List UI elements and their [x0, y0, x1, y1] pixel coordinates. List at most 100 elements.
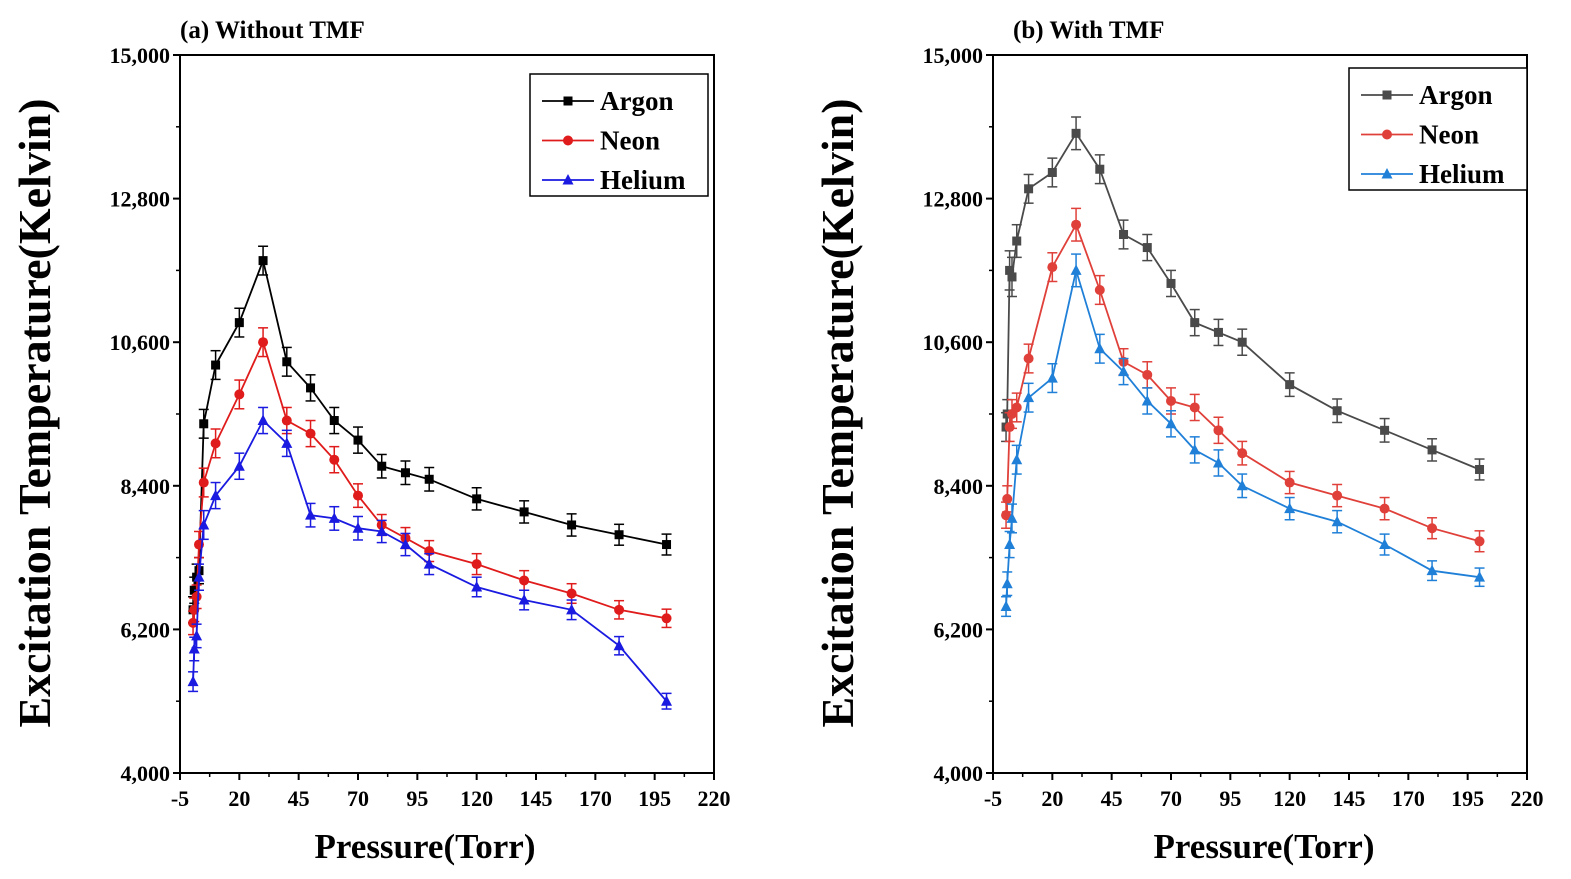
data-point: [193, 571, 205, 582]
data-point: [1011, 453, 1023, 465]
data-point: [1012, 236, 1022, 246]
y-tick-label: 10,600: [923, 330, 984, 355]
data-point: [1212, 456, 1224, 468]
data-point: [519, 575, 530, 586]
data-point: [1475, 464, 1485, 474]
data-point: [1474, 536, 1485, 547]
series-line: [1005, 266, 1480, 607]
data-point: [1094, 284, 1105, 295]
legend-items: Argon Neon Helium: [542, 86, 686, 195]
x-tick-label: 120: [1273, 786, 1306, 811]
data-point: [566, 588, 577, 599]
data-point: [1332, 406, 1342, 416]
data-point: [1071, 128, 1081, 138]
y-tick-label: 4,000: [934, 761, 984, 786]
x-tick-label: 220: [1511, 786, 1544, 811]
data-point: [281, 415, 292, 426]
panel-b: (b) With TMF Pressure(Torr) Excitation T…: [812, 17, 1544, 866]
data-point: [199, 419, 209, 429]
data-point: [1118, 365, 1130, 377]
x-tick-label: 120: [460, 786, 493, 811]
data-point: [1331, 515, 1343, 527]
series-line: [192, 419, 668, 702]
series-neon: [188, 327, 672, 636]
data-point: [1189, 443, 1201, 455]
data-point: [1071, 219, 1082, 230]
data-point: [1165, 417, 1177, 429]
data-point: [471, 559, 482, 570]
data-point: [258, 337, 269, 348]
x-tick-label: -5: [984, 786, 1002, 811]
y-tick-label: 6,200: [121, 617, 171, 642]
series-line: [192, 339, 667, 623]
data-point: [1190, 318, 1200, 328]
data-point: [1237, 448, 1248, 459]
data-point: [1002, 493, 1013, 504]
data-point: [1427, 445, 1437, 455]
x-axis-label: Pressure(Torr): [1154, 827, 1375, 866]
data-point: [281, 437, 293, 448]
data-point: [1427, 523, 1438, 534]
data-point: [1023, 353, 1034, 364]
legend-marker: [1381, 168, 1393, 179]
data-point: [257, 414, 269, 426]
legend-marker: [1382, 90, 1392, 100]
data-point: [1006, 512, 1018, 523]
data-point: [1237, 337, 1247, 347]
panel-title: (a) Without TMF: [180, 17, 365, 44]
data-point: [1004, 422, 1015, 433]
x-axis-label: Pressure(Torr): [315, 827, 536, 866]
data-point: [305, 509, 317, 520]
series-layer: [187, 245, 673, 710]
series-neon: [1001, 207, 1485, 553]
x-tick-label: 145: [1333, 786, 1366, 811]
legend: Argon Neon Helium: [529, 73, 709, 197]
data-point: [519, 507, 529, 517]
legend-marker: [1382, 129, 1392, 140]
data-point: [1001, 510, 1012, 521]
series-helium: [187, 406, 673, 710]
x-tick-label: 170: [579, 786, 612, 811]
data-point: [424, 474, 434, 484]
legend-label: Argon: [1419, 80, 1493, 110]
data-point: [258, 256, 268, 266]
data-point: [353, 490, 363, 501]
x-tick-label: 195: [638, 786, 671, 811]
legend-label: Neon: [600, 126, 660, 156]
series-layer: [1000, 116, 1486, 618]
data-point: [400, 468, 410, 478]
axis-ticks: -5 20 45 70 95 120 145 170 195 220 4,000 6,200 8,400…: [110, 43, 731, 811]
data-point: [614, 604, 625, 615]
data-point: [614, 530, 624, 540]
legend: Argon Neon Helium: [1348, 67, 1528, 191]
data-point: [1284, 477, 1295, 488]
x-tick-label: 45: [1101, 786, 1123, 811]
data-point: [613, 639, 625, 651]
data-point: [1004, 538, 1016, 550]
y-tick-label: 6,200: [934, 617, 984, 642]
x-tick-label: 170: [1392, 786, 1425, 811]
data-point: [191, 591, 202, 602]
data-point: [1000, 600, 1012, 612]
data-point: [305, 428, 316, 439]
data-point: [1166, 395, 1176, 406]
data-point: [211, 360, 221, 370]
x-tick-label: 95: [406, 786, 428, 811]
data-point: [423, 558, 435, 569]
legend-box: [1348, 67, 1528, 191]
data-point: [472, 494, 482, 504]
y-axis-label: Excitation Temperature(Kelvin): [9, 98, 60, 727]
legend-marker: [562, 174, 574, 185]
data-point: [661, 695, 673, 706]
data-point: [282, 357, 292, 367]
data-point: [567, 520, 577, 530]
x-tick-label: 220: [698, 786, 731, 811]
data-point: [329, 454, 340, 465]
data-point: [1284, 502, 1296, 514]
data-point: [1380, 425, 1390, 435]
x-tick-label: 95: [1219, 786, 1241, 811]
data-point: [662, 540, 672, 550]
legend-marker: [563, 135, 573, 146]
legend-label: Helium: [600, 165, 686, 195]
data-point: [1142, 369, 1153, 380]
